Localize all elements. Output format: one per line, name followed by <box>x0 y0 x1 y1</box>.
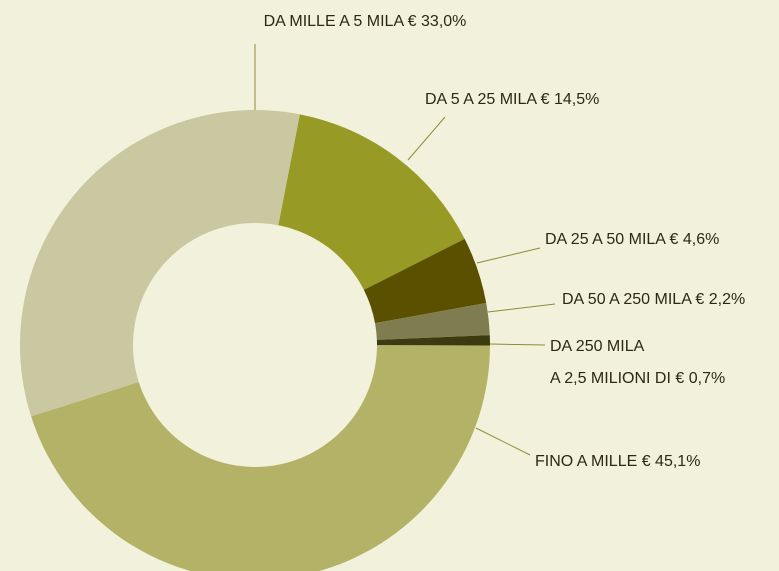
category-line: DA 50 A 250 MILA € <box>562 291 704 308</box>
slice-label: DA 25 A 50 MILA € 4,6% <box>545 231 719 248</box>
slice-label: DA 250 MILA A 2,5 MILIONI DI € 0,7% <box>550 338 725 387</box>
category-line: DA 250 MILA <box>550 338 645 355</box>
donut-segment <box>376 335 490 346</box>
category-line: DA 5 A 25 MILA € <box>425 91 550 108</box>
leader-line <box>487 303 556 313</box>
leader-line <box>476 247 541 264</box>
category-line: A 2,5 MILIONI DI € <box>550 370 684 387</box>
leader-line <box>475 427 531 456</box>
leader-line <box>489 343 546 346</box>
value-label: 33,0% <box>417 13 467 30</box>
donut-segment <box>278 114 465 290</box>
slice-label: DA MILLE A 5 MILA € 33,0% <box>264 13 467 30</box>
slice-label: DA 5 A 25 MILA € 14,5% <box>425 91 599 108</box>
category-line: DA 25 A 50 MILA € <box>545 231 679 248</box>
leader-line <box>407 116 446 161</box>
donut-segment <box>20 109 300 417</box>
donut-segment <box>375 302 490 340</box>
category-line: FINO A MILLE € <box>535 453 651 470</box>
category-label: DA 5 A 25 MILA € <box>425 91 550 108</box>
slice-label: DA 50 A 250 MILA € 2,2% <box>562 291 745 308</box>
category-label: DA 25 A 50 MILA € <box>545 231 679 248</box>
value-label: 0,7% <box>684 370 725 387</box>
slice-label: FINO A MILLE € 45,1% <box>535 453 700 470</box>
category-label: DA 50 A 250 MILA € <box>562 291 704 308</box>
donut-segment <box>31 345 490 571</box>
category-line: DA MILLE A 5 MILA € <box>264 13 417 30</box>
value-label: 45,1% <box>651 453 701 470</box>
value-label: 2,2% <box>704 291 745 308</box>
category-label: DA 250 MILA A 2,5 MILIONI DI € <box>550 338 684 387</box>
category-label: FINO A MILLE € <box>535 453 651 470</box>
value-label: 4,6% <box>678 231 719 248</box>
donut-segment <box>363 238 487 324</box>
category-label: DA MILLE A 5 MILA € <box>264 13 417 30</box>
value-label: 14,5% <box>550 91 600 108</box>
